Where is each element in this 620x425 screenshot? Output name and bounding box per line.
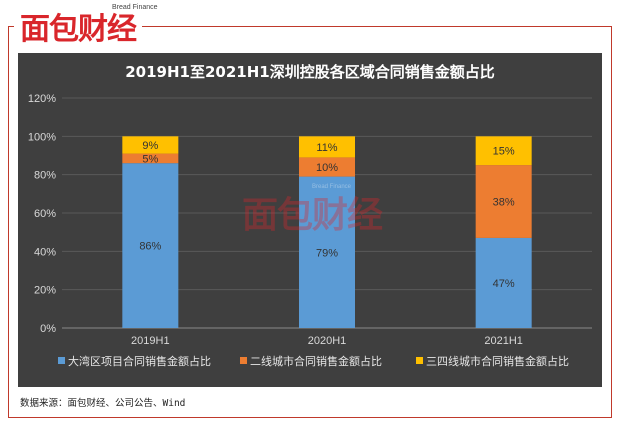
data-label: 38% [493, 197, 515, 209]
x-tick-label: 2020H1 [308, 335, 347, 347]
chart-panel: 2019H1至2021H1深圳控股各区域合同销售金额占比 0% 20% 40% 60%… [18, 53, 602, 387]
legend-swatch [240, 357, 247, 364]
stacked-bar-chart: 0% 20% 40% 60% 80% 100% 120% 86% 5%9% 2019H1 79% 10… [28, 93, 592, 368]
legend-label: 二线城市合同销售金额占比 [250, 354, 382, 368]
y-tick-label: 0% [40, 323, 56, 335]
data-label: 79% [316, 247, 338, 259]
bar-segment [299, 136, 355, 158]
data-label: 5% [142, 153, 158, 165]
y-tick-label: 100% [28, 131, 56, 143]
legend-label: 大湾区项目合同销售金额占比 [68, 354, 211, 368]
data-label: 15% [493, 146, 515, 158]
data-label: 9% [142, 140, 158, 152]
legend-swatch [416, 357, 423, 364]
bar-segment [299, 157, 355, 177]
legend-swatch [58, 357, 65, 364]
source-note: 数据来源：面包财经、公司公告、Wind [20, 398, 186, 409]
data-label: 86% [139, 241, 161, 253]
chart-title: 2019H1至2021H1深圳控股各区域合同销售金额占比 [125, 63, 495, 81]
watermark-subtitle: Bread Finance [312, 184, 352, 190]
bar-segment [122, 163, 179, 328]
x-tick-label: 2019H1 [131, 335, 170, 347]
watermark: 面包财经 [242, 195, 383, 236]
outer-frame [8, 26, 612, 418]
data-label: 47% [493, 278, 515, 290]
logo-text: 面包财经 [20, 12, 137, 47]
x-tick-label: 2021H1 [484, 335, 523, 347]
logo: 面包财经 [14, 6, 142, 46]
logo-subtitle: Bread Finance [112, 4, 158, 11]
y-tick-label: 60% [34, 208, 56, 220]
bar-segment [475, 237, 532, 328]
bar-segment [122, 136, 179, 154]
data-label: 10% [316, 162, 338, 174]
y-tick-label: 120% [28, 93, 56, 105]
bar-segment [299, 176, 355, 328]
bar-segment [122, 153, 179, 164]
y-tick-label: 40% [34, 246, 56, 258]
legend-label: 三四线城市合同销售金额占比 [426, 354, 569, 368]
y-tick-label: 80% [34, 170, 56, 182]
bar-segment [475, 165, 532, 238]
bar-segment [475, 136, 532, 166]
y-tick-label: 20% [34, 285, 56, 297]
data-label: 11% [316, 142, 337, 154]
